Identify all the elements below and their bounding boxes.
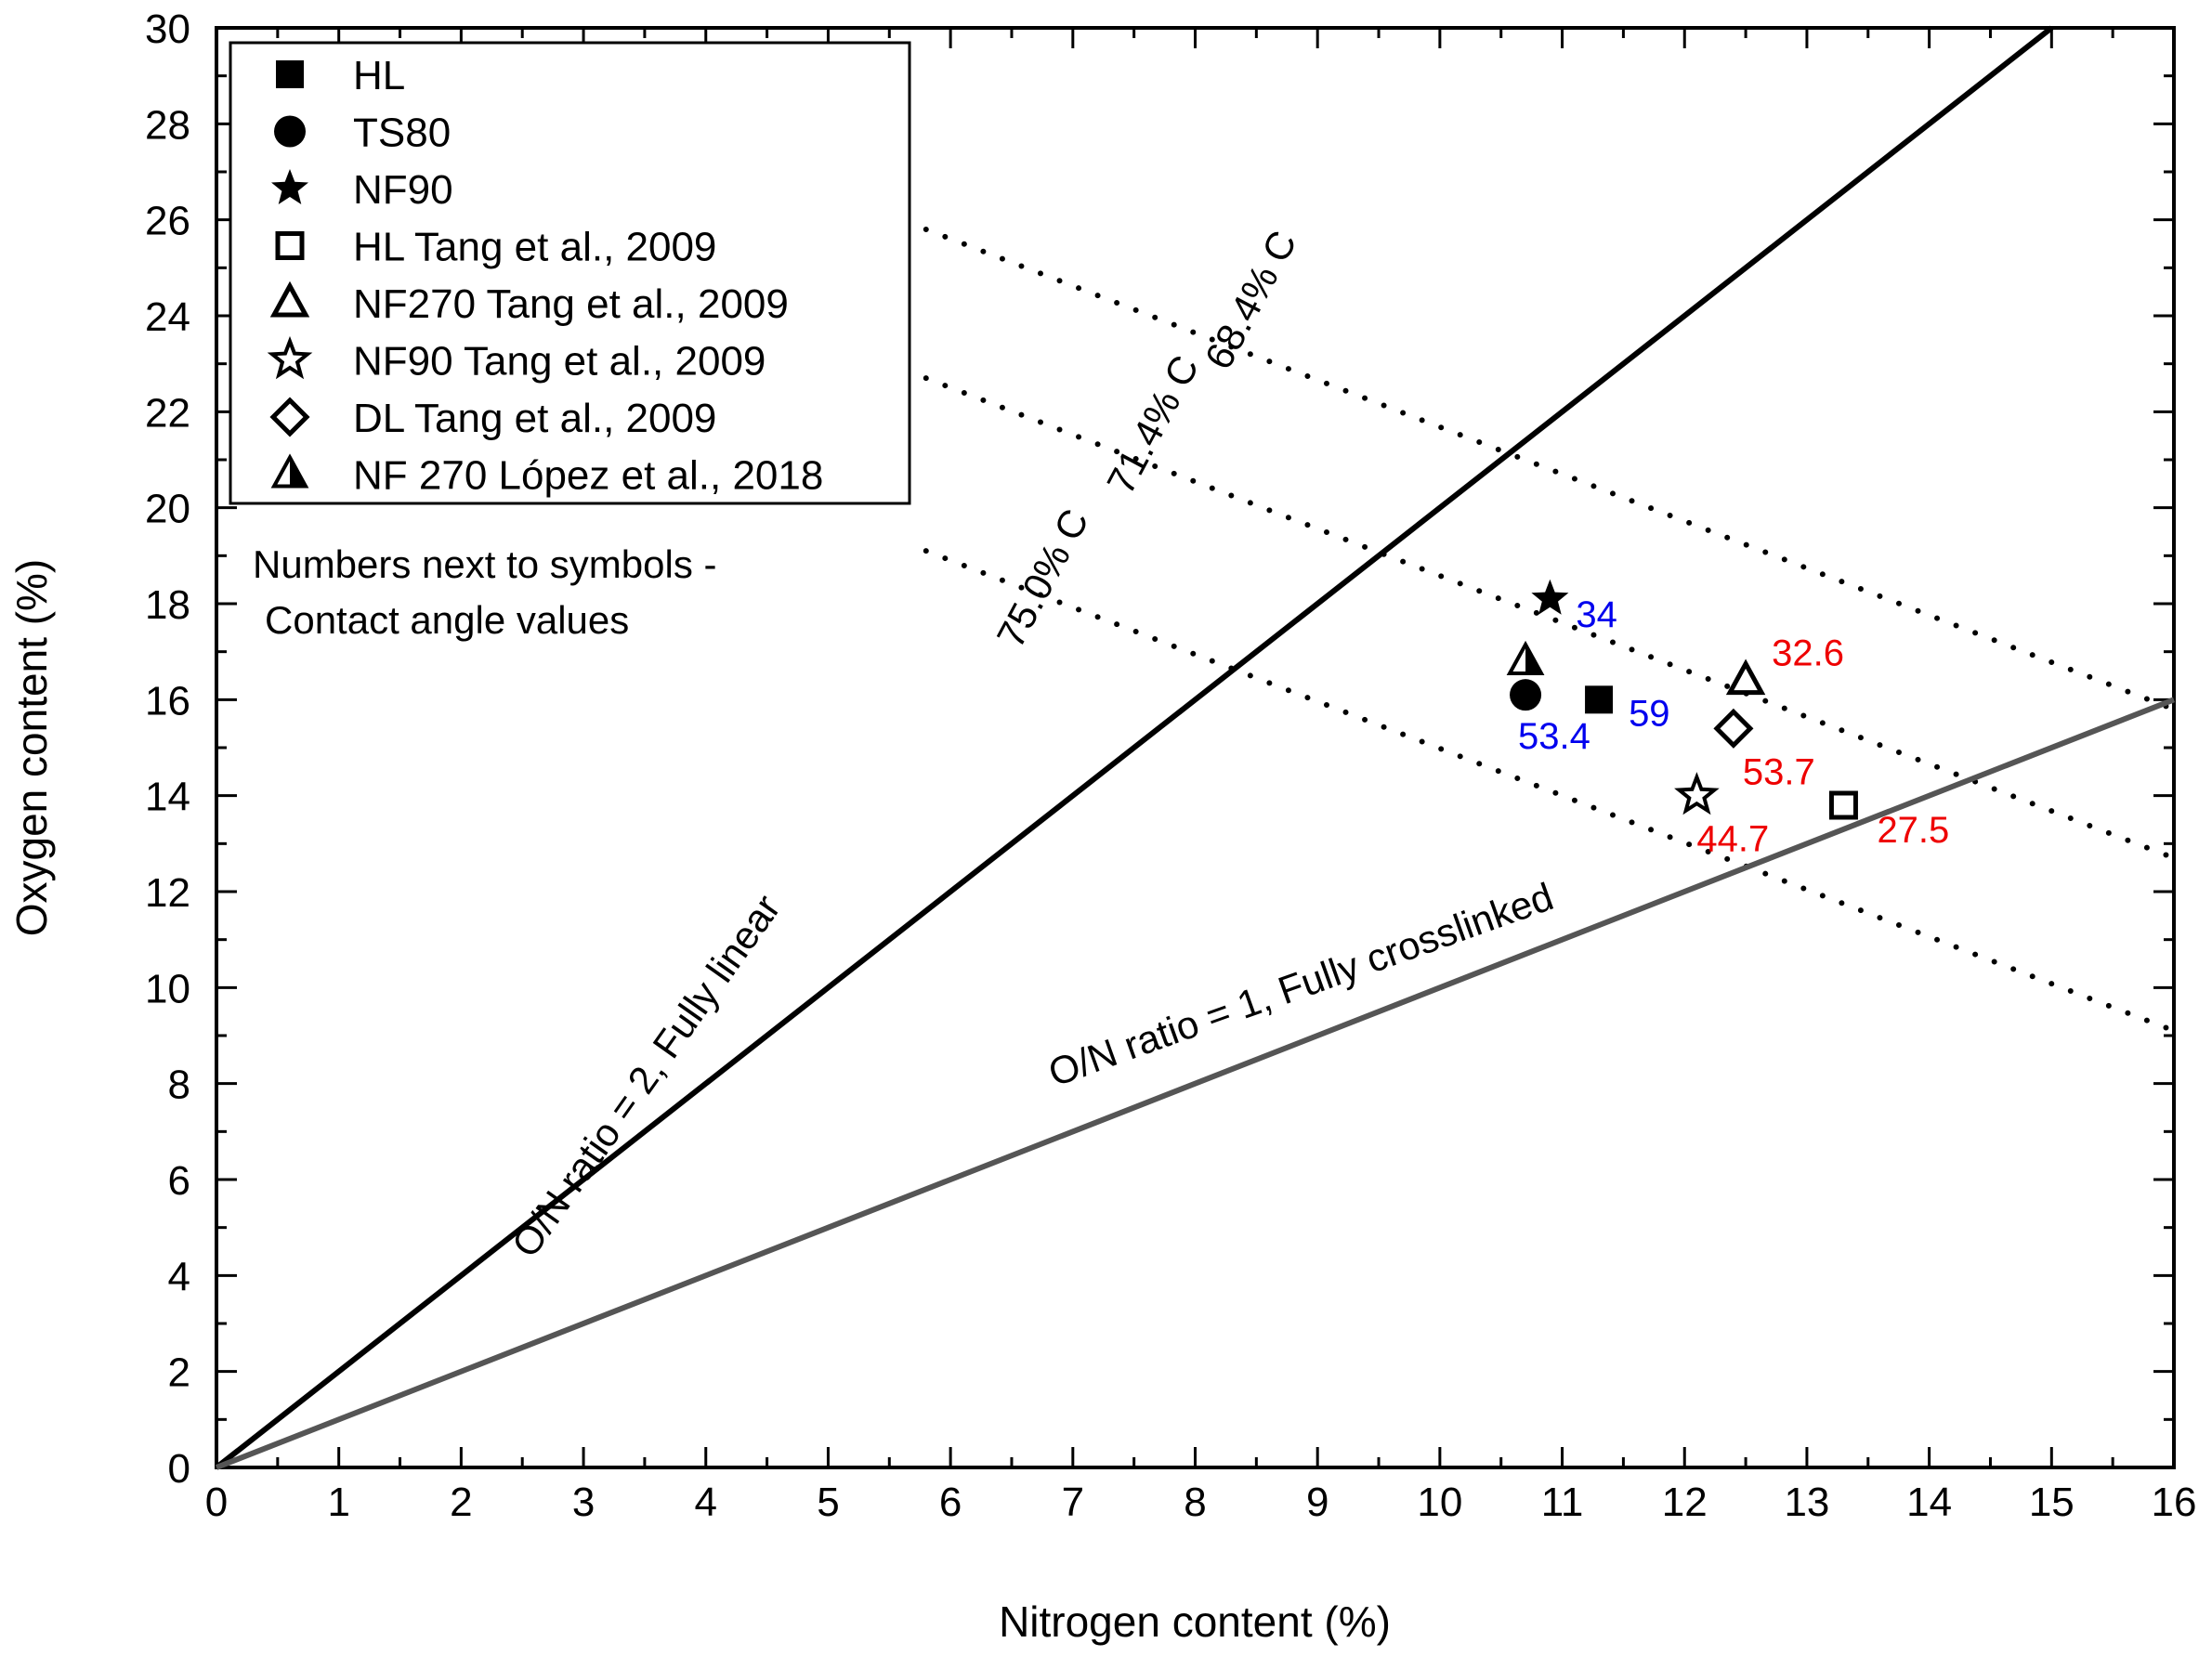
legend-marker	[269, 280, 310, 318]
y-axis-title: Oxygen content (%)	[7, 559, 56, 937]
carbon-line-label: 75.0% C	[988, 502, 1097, 654]
legend-label: HL Tang et al., 2009	[353, 225, 716, 270]
legend-marker	[267, 335, 313, 380]
y-tick-label: 8	[168, 1063, 190, 1108]
x-axis: 0 1 2 3 4 5 6 7 8 9 10 11 12 13 14 15 16	[205, 28, 2197, 1525]
y-tick-label: 20	[145, 487, 190, 532]
x-tick-label: 3	[572, 1480, 595, 1525]
legend-label: HL	[353, 53, 405, 98]
data-point-label: 32.6	[1772, 633, 1844, 674]
note: Numbers next to symbols - Contact angle …	[253, 542, 717, 642]
y-tick-label: 30	[145, 7, 190, 52]
data-point-label: 53.4	[1518, 716, 1590, 757]
data-point-label: 27.5	[1877, 810, 1949, 851]
legend-marker	[274, 115, 306, 148]
data-point	[1674, 772, 1720, 815]
x-tick-label: 2	[450, 1480, 472, 1525]
y-tick-label: 4	[168, 1254, 190, 1299]
legend-marker	[271, 169, 308, 204]
data-point-label: 53.7	[1743, 751, 1815, 792]
legend-label: NF90 Tang et al., 2009	[353, 339, 766, 385]
x-tick-label: 15	[2029, 1480, 2075, 1525]
legend-box	[229, 41, 911, 505]
x-tick-label: 12	[1662, 1480, 1708, 1525]
y-tick-label: 28	[145, 102, 190, 148]
reference-line	[215, 25, 2054, 1470]
data-point-label: 44.7	[1696, 819, 1769, 860]
x-tick-label: 13	[1784, 1480, 1829, 1525]
data-points: 59 53.4 34 27.5 32.6 44.7 53.7	[1506, 579, 1949, 860]
x-tick-label: 11	[1541, 1480, 1584, 1525]
x-tick-label: 1	[327, 1480, 349, 1525]
x-axis-title: Nitrogen content (%)	[999, 1597, 1391, 1646]
y-tick-label: 0	[168, 1446, 190, 1492]
note-line-2: Contact angle values	[265, 598, 629, 642]
legend-label: DL Tang et al., 2009	[353, 396, 716, 441]
x-tick-label: 0	[205, 1480, 228, 1525]
x-tick-label: 6	[939, 1480, 962, 1525]
marker-outline	[270, 453, 309, 489]
legend: HL TS80 NF90 HL Tang et al., 2009 NF270 Tang…	[229, 41, 911, 505]
y-tick-label: 18	[145, 582, 190, 628]
y-tick-label: 10	[145, 966, 190, 1011]
carbon-line	[923, 548, 2177, 1034]
x-tick-label: 5	[817, 1480, 839, 1525]
carbon-line	[923, 227, 2177, 712]
legend-label: TS80	[353, 111, 451, 156]
legend-marker	[269, 397, 310, 437]
marker-outline	[1506, 640, 1545, 675]
data-point	[1585, 685, 1614, 714]
data-point	[1531, 579, 1569, 615]
x-tick-label: 14	[1906, 1480, 1952, 1525]
x-tick-label: 16	[2152, 1480, 2197, 1525]
carbon-line-label: 71.4% C	[1098, 348, 1207, 501]
data-point	[1725, 658, 1766, 696]
data-point	[1828, 790, 1858, 820]
legend-marker	[270, 453, 309, 489]
reference-line	[215, 697, 2176, 1470]
x-tick-label: 10	[1417, 1480, 1462, 1525]
y-tick-label: 14	[145, 775, 190, 820]
legend-label: NF 270 López et al., 2018	[353, 453, 823, 499]
y-tick-label: 26	[145, 199, 190, 244]
y-tick-label: 6	[168, 1158, 190, 1204]
legend-label: NF270 Tang et al., 2009	[353, 281, 789, 327]
legend-label: NF90	[353, 167, 453, 213]
y-tick-label: 12	[145, 870, 190, 916]
y-tick-label: 2	[168, 1350, 190, 1396]
x-tick-label: 4	[695, 1480, 717, 1525]
x-tick-label: 7	[1062, 1480, 1084, 1525]
y-tick-label: 16	[145, 678, 190, 724]
x-tick-label: 9	[1306, 1480, 1329, 1525]
note-line-1: Numbers next to symbols -	[253, 542, 717, 586]
y-tick-label: 22	[145, 390, 190, 436]
reference-line-label: O/N ratio = 1, Fully crosslinked	[1042, 874, 1558, 1094]
reference-line-label: O/N ratio = 2, Fully linear	[504, 887, 789, 1265]
data-point	[1510, 679, 1542, 711]
legend-marker	[275, 231, 305, 260]
data-point	[1713, 708, 1754, 749]
data-point-label: 34	[1576, 594, 1617, 635]
data-point	[1506, 640, 1545, 675]
x-tick-label: 8	[1184, 1480, 1206, 1525]
y-tick-label: 24	[145, 294, 190, 340]
data-point-label: 59	[1629, 693, 1670, 734]
carbon-line	[923, 375, 2177, 861]
legend-marker	[276, 60, 304, 88]
